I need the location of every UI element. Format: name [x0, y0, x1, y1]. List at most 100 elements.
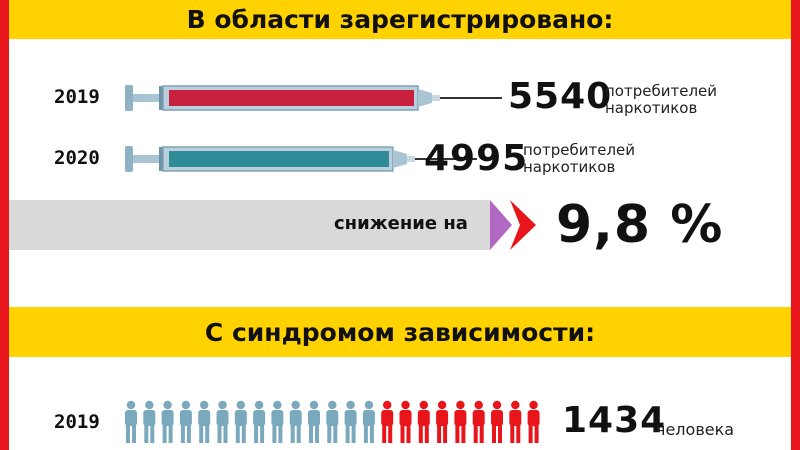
- person-body: [491, 410, 503, 426]
- person-leg-left: [126, 425, 130, 443]
- person-body: [344, 410, 357, 426]
- person-blue-icon: [216, 400, 229, 443]
- person-red-icon: [472, 400, 485, 443]
- syndrome-title-band: С синдромом зависимости:: [9, 307, 791, 357]
- person-body: [216, 410, 229, 426]
- decline-arrow-icon: [490, 200, 536, 250]
- person-body: [472, 410, 485, 426]
- person-head: [126, 400, 136, 410]
- person-leg-right: [388, 425, 393, 443]
- person-body: [454, 410, 467, 426]
- person-blue-icon: [362, 400, 375, 443]
- unit-2019: потребителей наркотиков: [605, 83, 717, 117]
- person-red-icon: [436, 400, 449, 443]
- person-leg-right: [296, 425, 301, 443]
- person-body: [234, 410, 247, 426]
- syringe-2020-plunger-rod: [133, 155, 163, 163]
- person-leg-left: [290, 425, 295, 443]
- person-leg-left: [327, 425, 332, 443]
- person-leg-left: [162, 425, 167, 443]
- person-blue-icon: [253, 400, 266, 443]
- person-leg-right: [351, 425, 356, 443]
- person-red-icon: [381, 400, 394, 443]
- person-body: [289, 410, 302, 426]
- unit-2020-line1: потребителей: [523, 141, 636, 159]
- top-title: В области зарегистрировано:: [186, 5, 614, 34]
- person-leg-right: [333, 425, 338, 443]
- person-body: [509, 410, 522, 426]
- person-blue-icon: [326, 400, 339, 443]
- person-head: [200, 400, 209, 410]
- unit-2019-line1: потребителей: [605, 82, 718, 100]
- person-head: [273, 400, 282, 410]
- top-title-band: В области зарегистрировано:: [9, 0, 791, 39]
- person-leg-right: [241, 425, 246, 443]
- person-leg-right: [498, 425, 502, 443]
- person-leg-left: [400, 425, 405, 443]
- person-leg-right: [223, 425, 228, 443]
- person-leg-right: [278, 425, 283, 443]
- person-body: [362, 410, 375, 426]
- person-leg-left: [528, 425, 533, 443]
- person-head: [236, 400, 245, 410]
- person-blue-icon: [289, 400, 302, 443]
- person-head: [401, 400, 410, 410]
- person-leg-right: [260, 425, 265, 443]
- right-red-stripe: [791, 0, 800, 450]
- person-body: [125, 410, 137, 426]
- person-leg-right: [406, 425, 411, 443]
- person-leg-left: [180, 425, 185, 443]
- person-body: [381, 410, 394, 426]
- unit-2019-line2: наркотиков: [605, 99, 698, 117]
- person-leg-right: [443, 425, 448, 443]
- person-head: [419, 400, 428, 410]
- person-red-icon: [527, 400, 540, 443]
- year-2020-label: 2020: [54, 147, 100, 169]
- person-leg-right: [516, 425, 521, 443]
- person-head: [181, 400, 191, 410]
- decline-percent: 9,8 %: [556, 195, 724, 255]
- person-leg-left: [382, 425, 387, 443]
- syringe-2019-fill: [169, 90, 414, 106]
- person-leg-right: [315, 425, 319, 443]
- syringe-2020-fill: [169, 151, 389, 167]
- syndrome-title: С синдромом зависимости:: [204, 317, 596, 347]
- person-leg-left: [199, 425, 204, 443]
- person-blue-icon: [161, 400, 174, 443]
- person-blue-icon: [344, 400, 357, 443]
- person-body: [436, 410, 449, 426]
- person-leg-left: [437, 425, 442, 443]
- person-head: [456, 400, 465, 410]
- person-head: [492, 400, 502, 410]
- syringe-2019-tip: [418, 89, 432, 107]
- person-body: [399, 410, 412, 426]
- person-leg-left: [217, 425, 222, 443]
- syringe-2019-plunger-rod: [133, 94, 163, 102]
- person-head: [328, 400, 337, 410]
- person-head: [218, 400, 227, 410]
- person-red-icon: [509, 400, 522, 443]
- people-icons-row: [125, 400, 540, 443]
- syndrome-value: 1434: [562, 400, 667, 441]
- person-body: [161, 410, 174, 426]
- person-body: [253, 410, 266, 426]
- person-leg-left: [144, 425, 149, 443]
- person-leg-left: [455, 425, 460, 443]
- unit-2020: потребителей наркотиков: [523, 142, 635, 176]
- person-head: [163, 400, 172, 410]
- person-body: [308, 410, 320, 426]
- syringe-2020-hub: [406, 156, 415, 162]
- person-blue-icon: [308, 400, 320, 443]
- year-2019-label: 2019: [54, 86, 100, 108]
- person-leg-left: [345, 425, 350, 443]
- decline-label: снижение на: [334, 213, 468, 234]
- syringe-2019-plunger-cap: [125, 85, 133, 111]
- value-2020: 4995: [424, 138, 529, 179]
- person-leg-left: [272, 425, 277, 443]
- person-leg-right: [168, 425, 173, 443]
- person-leg-right: [186, 425, 191, 443]
- person-leg-left: [418, 425, 423, 443]
- person-leg-left: [363, 425, 368, 443]
- person-leg-right: [534, 425, 539, 443]
- syringe-2019-hub: [432, 95, 440, 101]
